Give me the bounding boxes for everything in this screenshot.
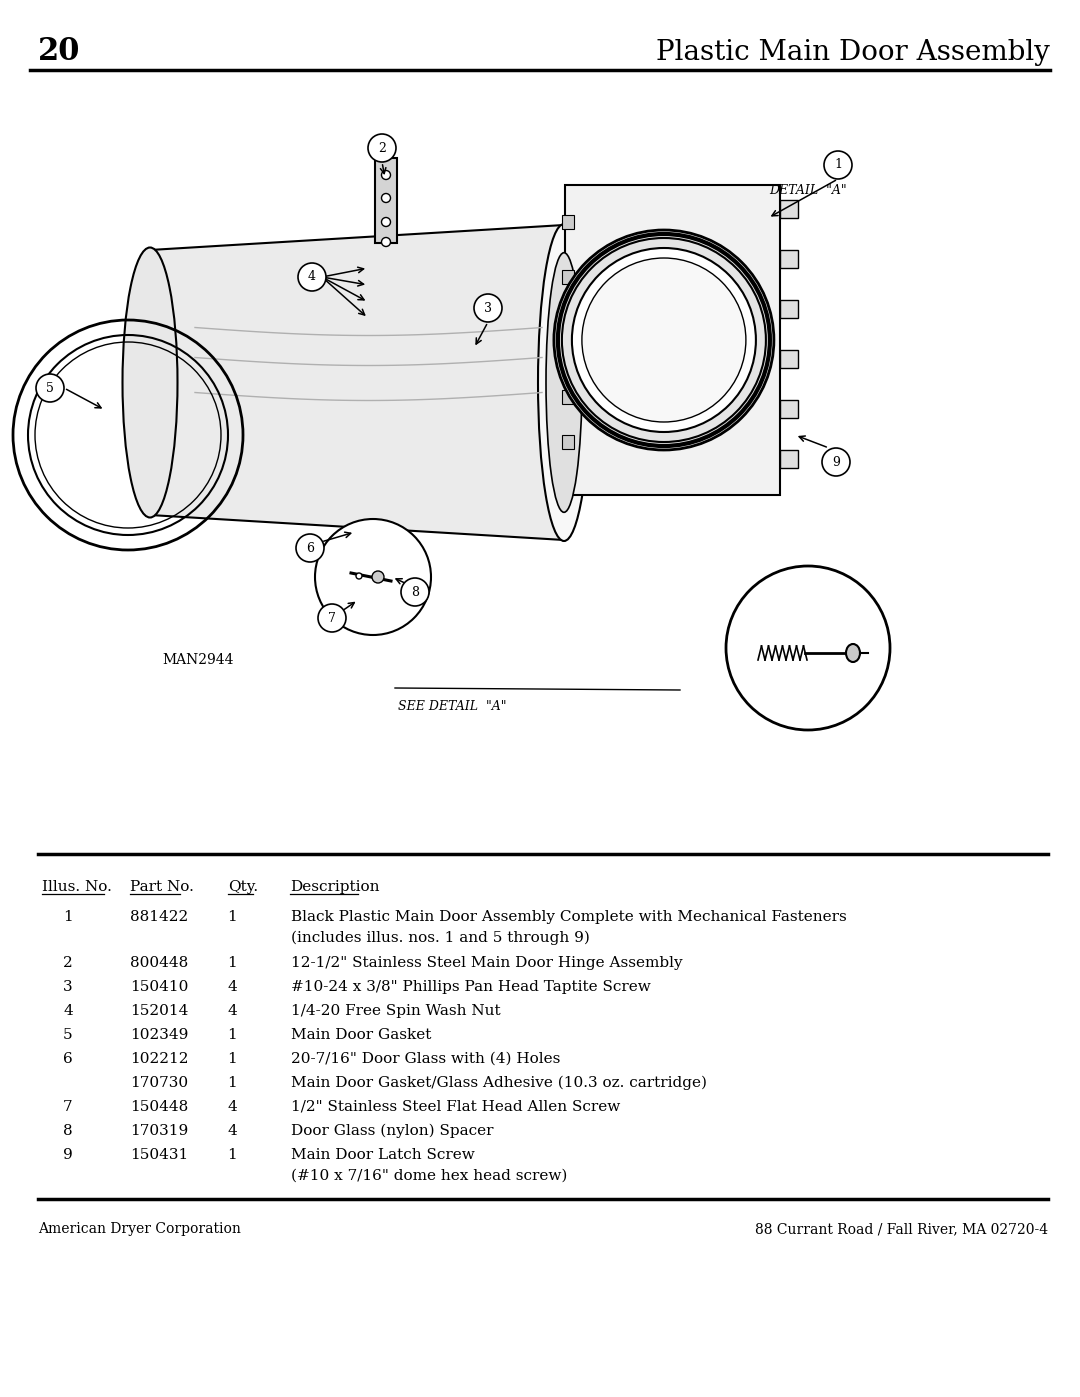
- Bar: [562, 270, 573, 284]
- Text: DETAIL  "A": DETAIL "A": [769, 184, 847, 197]
- Text: 4: 4: [227, 1004, 237, 1018]
- Text: 881422: 881422: [130, 909, 188, 923]
- Text: 3: 3: [64, 981, 72, 995]
- Text: 152014: 152014: [130, 1004, 188, 1018]
- Bar: [562, 390, 573, 404]
- Text: 20: 20: [38, 36, 80, 67]
- Text: 800448: 800448: [130, 956, 188, 970]
- Ellipse shape: [538, 224, 590, 541]
- Text: 4: 4: [308, 271, 316, 284]
- Text: 7: 7: [64, 1099, 72, 1113]
- Bar: [780, 351, 798, 367]
- Text: #10-24 x 3/8" Phillips Pan Head Taptite Screw: #10-24 x 3/8" Phillips Pan Head Taptite …: [291, 981, 651, 995]
- Text: 1/4-20 Free Spin Wash Nut: 1/4-20 Free Spin Wash Nut: [291, 1004, 501, 1018]
- Circle shape: [401, 578, 429, 606]
- Text: Description: Description: [291, 880, 379, 894]
- Text: 5: 5: [46, 381, 54, 394]
- Text: 4: 4: [63, 1004, 72, 1018]
- Text: 3: 3: [484, 302, 492, 314]
- Circle shape: [381, 218, 391, 226]
- Text: 88 Currant Road / Fall River, MA 02720-4: 88 Currant Road / Fall River, MA 02720-4: [755, 1222, 1048, 1236]
- Ellipse shape: [846, 644, 860, 662]
- Text: 6: 6: [306, 542, 314, 555]
- Text: Black Plastic Main Door Assembly Complete with Mechanical Fasteners: Black Plastic Main Door Assembly Complet…: [291, 909, 847, 923]
- Text: 4: 4: [227, 1099, 237, 1113]
- Text: Qty.: Qty.: [228, 880, 258, 894]
- Bar: [562, 330, 573, 344]
- Polygon shape: [375, 158, 397, 243]
- Polygon shape: [150, 225, 564, 541]
- Circle shape: [381, 194, 391, 203]
- Text: 1: 1: [227, 1028, 237, 1042]
- Text: 8: 8: [411, 585, 419, 598]
- Text: 6: 6: [63, 1052, 72, 1066]
- Circle shape: [726, 566, 890, 731]
- Circle shape: [554, 231, 774, 450]
- Circle shape: [824, 151, 852, 179]
- Text: 1: 1: [63, 909, 72, 923]
- Text: 1: 1: [227, 1052, 237, 1066]
- Circle shape: [298, 263, 326, 291]
- Text: SEE DETAIL  "A": SEE DETAIL "A": [399, 700, 507, 712]
- Bar: [565, 184, 780, 495]
- Circle shape: [381, 237, 391, 246]
- Text: 9: 9: [63, 1148, 72, 1162]
- Text: 1: 1: [227, 1076, 237, 1090]
- Ellipse shape: [122, 247, 177, 517]
- Text: 4: 4: [227, 1125, 237, 1139]
- Circle shape: [315, 520, 431, 636]
- Text: 9: 9: [832, 455, 840, 468]
- Ellipse shape: [546, 253, 582, 513]
- Text: Main Door Gasket/Glass Adhesive (10.3 oz. cartridge): Main Door Gasket/Glass Adhesive (10.3 oz…: [291, 1076, 707, 1091]
- Text: 150410: 150410: [130, 981, 188, 995]
- Text: (#10 x 7/16" dome hex head screw): (#10 x 7/16" dome hex head screw): [291, 1169, 567, 1183]
- Circle shape: [381, 170, 391, 179]
- Circle shape: [356, 573, 362, 578]
- Text: 4: 4: [227, 981, 237, 995]
- Text: Main Door Latch Screw: Main Door Latch Screw: [291, 1148, 475, 1162]
- Text: 170730: 170730: [130, 1076, 188, 1090]
- Text: Part No.: Part No.: [130, 880, 194, 894]
- Text: 102212: 102212: [130, 1052, 189, 1066]
- Text: Main Door Gasket: Main Door Gasket: [291, 1028, 431, 1042]
- Text: 7: 7: [328, 612, 336, 624]
- Circle shape: [372, 571, 384, 583]
- Text: Plastic Main Door Assembly: Plastic Main Door Assembly: [657, 39, 1050, 66]
- Text: 150448: 150448: [130, 1099, 188, 1113]
- Circle shape: [572, 249, 756, 432]
- Text: 2: 2: [63, 956, 72, 970]
- Text: Illus. No.: Illus. No.: [42, 880, 112, 894]
- Text: 1: 1: [834, 158, 842, 172]
- Text: 1: 1: [227, 909, 237, 923]
- Circle shape: [368, 134, 396, 162]
- Text: 8: 8: [64, 1125, 72, 1139]
- Text: MAN2944: MAN2944: [162, 652, 233, 666]
- Text: (includes illus. nos. 1 and 5 through 9): (includes illus. nos. 1 and 5 through 9): [291, 930, 590, 946]
- Bar: [780, 450, 798, 468]
- Circle shape: [582, 258, 746, 422]
- Text: 2: 2: [378, 141, 386, 155]
- Text: 1/2" Stainless Steel Flat Head Allen Screw: 1/2" Stainless Steel Flat Head Allen Scr…: [291, 1099, 620, 1113]
- Bar: [562, 434, 573, 448]
- Text: 5: 5: [64, 1028, 72, 1042]
- Circle shape: [474, 293, 502, 321]
- Text: 102349: 102349: [130, 1028, 188, 1042]
- Bar: [562, 215, 573, 229]
- Bar: [780, 400, 798, 418]
- Circle shape: [822, 448, 850, 476]
- Text: 150431: 150431: [130, 1148, 188, 1162]
- Text: 1: 1: [227, 956, 237, 970]
- Circle shape: [36, 374, 64, 402]
- Text: 12-1/2" Stainless Steel Main Door Hinge Assembly: 12-1/2" Stainless Steel Main Door Hinge …: [291, 956, 683, 970]
- Circle shape: [318, 604, 346, 631]
- Text: Door Glass (nylon) Spacer: Door Glass (nylon) Spacer: [291, 1125, 494, 1139]
- Bar: [780, 250, 798, 268]
- Circle shape: [296, 534, 324, 562]
- Text: 170319: 170319: [130, 1125, 188, 1139]
- Text: 1: 1: [227, 1148, 237, 1162]
- Text: 20-7/16" Door Glass with (4) Holes: 20-7/16" Door Glass with (4) Holes: [291, 1052, 561, 1066]
- Bar: [780, 200, 798, 218]
- Text: American Dryer Corporation: American Dryer Corporation: [38, 1222, 241, 1236]
- Bar: [780, 300, 798, 319]
